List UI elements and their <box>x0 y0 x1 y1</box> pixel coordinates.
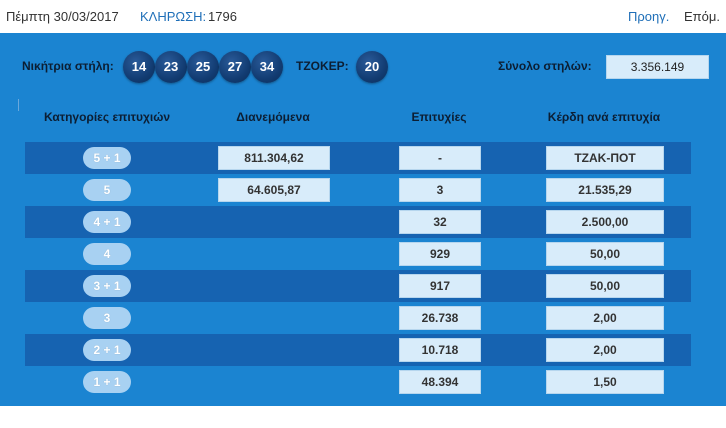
header-distributed: Διανεμόμενα <box>236 110 310 124</box>
category-pill: 3 + 1 <box>83 275 131 297</box>
distributed-cell: 811.304,62 <box>218 146 330 170</box>
prize-cell: 21.535,29 <box>546 178 664 202</box>
table-row: 2 + 1 10.718 2,00 <box>25 334 691 366</box>
prize-cell: 2.500,00 <box>546 210 664 234</box>
winners-cell: 929 <box>399 242 481 266</box>
prize-cell: 50,00 <box>546 274 664 298</box>
joker-label: ΤΖΟΚΕΡ: <box>296 59 349 73</box>
category-pill: 4 + 1 <box>83 211 131 233</box>
winners-cell: - <box>399 146 481 170</box>
winning-number-ball: 34 <box>251 51 283 83</box>
winning-number-ball: 23 <box>155 51 187 83</box>
category-pill: 5 + 1 <box>83 147 131 169</box>
joker-ball: 20 <box>356 51 388 83</box>
table-row: 4 929 50,00 <box>25 238 691 270</box>
winners-cell: 10.718 <box>399 338 481 362</box>
prize-cell: ΤΖΑΚ-ΠΟΤ <box>546 146 664 170</box>
category-pill: 5 <box>83 179 131 201</box>
prize-cell: 50,00 <box>546 242 664 266</box>
winning-number-ball: 14 <box>123 51 155 83</box>
category-pill: 4 <box>83 243 131 265</box>
total-columns-value: 3.356.149 <box>606 55 709 79</box>
winners-cell: 48.394 <box>399 370 481 394</box>
winners-cell: 917 <box>399 274 481 298</box>
table-row: 4 + 1 32 2.500,00 <box>25 206 691 238</box>
header-category: Κατηγορίες επιτυχιών <box>43 110 171 124</box>
draw-number: 1796 <box>208 9 237 24</box>
winners-cell: 3 <box>399 178 481 202</box>
winners-cell: 26.738 <box>399 306 481 330</box>
winning-column-label: Νικήτρια στήλη: <box>22 59 114 73</box>
prize-cell: 2,00 <box>546 306 664 330</box>
previous-draw-link[interactable]: Προηγ. <box>628 9 670 24</box>
category-pill: 2 + 1 <box>83 339 131 361</box>
draw-label: ΚΛΗΡΩΣΗ: <box>140 9 207 24</box>
total-columns-label: Σύνολο στηλών: <box>498 59 592 73</box>
winners-cell: 32 <box>399 210 481 234</box>
results-panel: Νικήτρια στήλη: 14 23 25 27 34 ΤΖΟΚΕΡ: 2… <box>0 33 726 406</box>
header-winners: Επιτυχίες <box>411 110 467 124</box>
category-pill: 3 <box>83 307 131 329</box>
table-row: 5 + 1 811.304,62 - ΤΖΑΚ-ΠΟΤ <box>25 142 691 174</box>
header-prize: Κέρδη ανά επιτυχία <box>547 110 661 124</box>
winning-row: Νικήτρια στήλη: 14 23 25 27 34 ΤΖΟΚΕΡ: 2… <box>0 33 726 95</box>
table-row: 5 64.605,87 3 21.535,29 <box>25 174 691 206</box>
category-pill: 1 + 1 <box>83 371 131 393</box>
table-row: 1 + 1 48.394 1,50 <box>25 366 691 398</box>
table-row: 3 + 1 917 50,00 <box>25 270 691 302</box>
distributed-cell: 64.605,87 <box>218 178 330 202</box>
next-draw-link[interactable]: Επόμ. <box>684 9 720 24</box>
winning-number-ball: 27 <box>219 51 251 83</box>
table-row: 3 26.738 2,00 <box>25 302 691 334</box>
table-header: Κατηγορίες επιτυχιών Διανεμόμενα Επιτυχί… <box>0 107 726 131</box>
draw-date: Πέμπτη 30/03/2017 <box>6 9 119 24</box>
divider <box>18 99 19 111</box>
prize-cell: 2,00 <box>546 338 664 362</box>
winning-number-ball: 25 <box>187 51 219 83</box>
prize-cell: 1,50 <box>546 370 664 394</box>
top-bar: Πέμπτη 30/03/2017 ΚΛΗΡΩΣΗ: 1796 Προηγ. Ε… <box>0 0 726 32</box>
